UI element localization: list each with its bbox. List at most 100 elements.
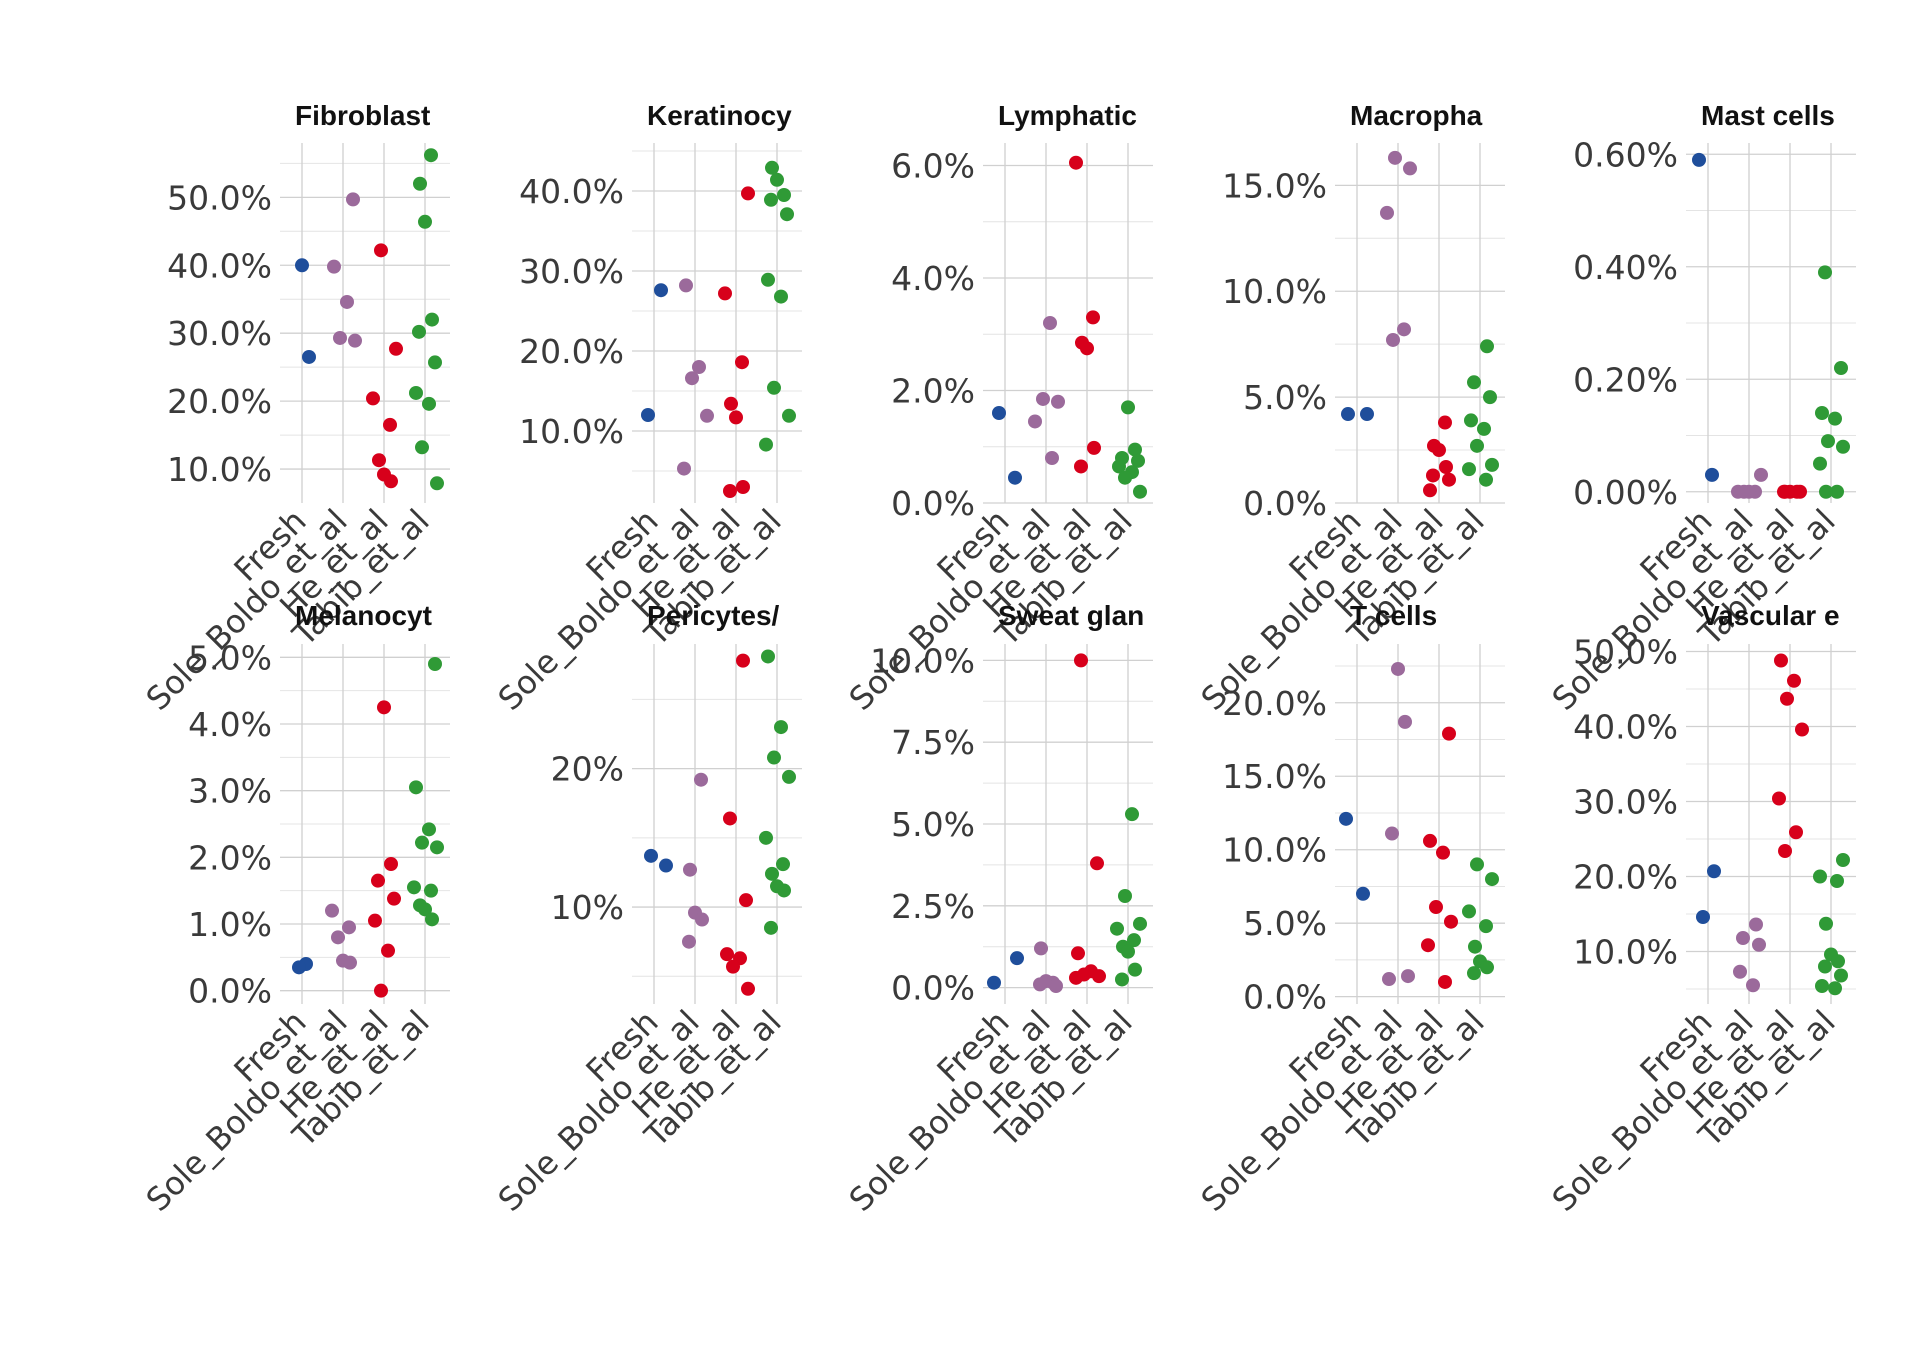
data-point-he-et-al: [1069, 970, 1083, 985]
data-point-he-et-al: [1074, 459, 1088, 474]
data-point-fresh: [292, 960, 306, 975]
data-point-he-et-al: [741, 981, 755, 996]
data-point-tabib-et-al: [780, 207, 794, 222]
panel-title: Fibroblast: [295, 100, 430, 131]
data-point-sole-boldo-et-al: [695, 912, 709, 927]
data-point-sole-boldo-et-al: [1388, 150, 1402, 165]
data-point-sole-boldo-et-al: [1045, 451, 1059, 465]
data-point-fresh: [644, 848, 658, 863]
y-tick-label: 40.0%: [167, 246, 272, 285]
y-tick-label: 10.0%: [1222, 831, 1327, 870]
data-point-he-et-al: [1439, 460, 1453, 474]
data-point-tabib-et-al: [1467, 966, 1481, 981]
data-point-he-et-al: [1438, 415, 1452, 430]
data-point-sole-boldo-et-al: [1385, 826, 1399, 841]
data-point-tabib-et-al: [1112, 459, 1126, 474]
data-point-he-et-al: [1080, 341, 1094, 356]
y-tick-label: 30.0%: [519, 252, 624, 291]
data-point-tabib-et-al: [1467, 375, 1481, 390]
data-point-fresh: [302, 349, 316, 364]
y-tick-label: 0.60%: [1573, 135, 1678, 174]
data-point-he-et-al: [384, 474, 398, 489]
panel-t-cells: 0.0%5.0%10.0%15.0%20.0%T cellsFreshSole_…: [1194, 600, 1505, 1219]
data-point-sole-boldo-et-al: [1033, 977, 1047, 992]
data-point-he-et-al: [1092, 969, 1106, 984]
data-point-tabib-et-al: [764, 192, 778, 207]
panel-title: Melanocyt: [295, 600, 432, 631]
data-point-tabib-et-al: [1836, 439, 1850, 454]
data-point-he-et-al: [1438, 974, 1452, 989]
points-group: [641, 160, 796, 498]
data-point-he-et-al: [1789, 825, 1803, 840]
data-point-tabib-et-al: [1462, 904, 1476, 919]
data-point-tabib-et-al: [1464, 413, 1478, 428]
y-tick-label: 4.0%: [891, 259, 975, 298]
y-tick-label: 10.0%: [519, 412, 624, 451]
data-point-he-et-al: [1444, 914, 1458, 929]
panel-title: Lymphatic: [998, 100, 1137, 131]
y-tick-label: 50.0%: [1573, 633, 1678, 672]
data-point-tabib-et-al: [759, 830, 773, 845]
points-group: [1339, 661, 1499, 989]
data-point-he-et-al: [387, 891, 401, 906]
data-point-sole-boldo-et-al: [331, 930, 345, 945]
data-point-tabib-et-al: [415, 835, 429, 850]
data-point-sole-boldo-et-al: [683, 862, 697, 877]
data-point-he-et-al: [1426, 468, 1440, 483]
data-point-tabib-et-al: [409, 385, 423, 400]
data-point-sole-boldo-et-al: [1752, 937, 1766, 952]
data-point-sole-boldo-et-al: [1398, 714, 1412, 729]
data-point-tabib-et-al: [407, 880, 421, 895]
data-point-tabib-et-al: [1118, 889, 1132, 903]
data-point-tabib-et-al: [1125, 807, 1139, 822]
data-point-tabib-et-al: [418, 214, 432, 229]
data-point-sole-boldo-et-al: [1749, 917, 1763, 932]
y-tick-label: 3.0%: [188, 772, 272, 811]
data-point-sole-boldo-et-al: [333, 330, 347, 345]
data-point-tabib-et-al: [782, 769, 796, 784]
data-point-tabib-et-al: [1121, 400, 1135, 415]
data-point-tabib-et-al: [1818, 265, 1832, 280]
y-tick-label: 5.0%: [188, 638, 272, 677]
y-tick-label: 10%: [551, 888, 624, 927]
data-point-tabib-et-al: [422, 822, 436, 837]
data-point-tabib-et-al: [415, 440, 429, 455]
data-point-tabib-et-al: [765, 866, 779, 881]
y-tick-label: 0.0%: [1243, 484, 1327, 523]
y-tick-label: 30.0%: [1573, 783, 1678, 822]
data-point-he-et-al: [1087, 440, 1101, 455]
data-point-he-et-al: [1774, 653, 1788, 668]
y-tick-label: 40.0%: [519, 172, 624, 211]
data-point-sole-boldo-et-al: [346, 192, 360, 207]
y-tick-label: 20.0%: [167, 382, 272, 421]
data-point-tabib-et-al: [1828, 981, 1842, 996]
data-point-fresh: [1339, 811, 1353, 826]
y-tick-label: 0.20%: [1573, 360, 1678, 399]
data-point-he-et-al: [371, 873, 385, 888]
y-tick-label: 10.0%: [870, 641, 975, 680]
data-point-sole-boldo-et-al: [1397, 322, 1411, 337]
data-point-tabib-et-al: [1819, 484, 1833, 499]
data-point-he-et-al: [1793, 484, 1807, 499]
data-point-sole-boldo-et-al: [340, 294, 354, 309]
y-tick-label: 5.0%: [891, 805, 975, 844]
data-point-tabib-et-al: [430, 476, 444, 491]
data-point-tabib-et-al: [424, 883, 438, 898]
data-point-tabib-et-al: [1470, 438, 1484, 453]
data-point-he-et-al: [1074, 653, 1088, 668]
data-point-sole-boldo-et-al: [1036, 391, 1050, 406]
data-point-fresh: [1360, 407, 1374, 422]
data-point-he-et-al: [723, 484, 737, 498]
data-point-sole-boldo-et-al: [694, 772, 708, 787]
data-point-sole-boldo-et-al: [1051, 394, 1065, 409]
y-tick-label: 15.0%: [1222, 166, 1327, 205]
panel-title: Sweat glan: [998, 600, 1144, 631]
data-point-tabib-et-al: [767, 380, 781, 395]
data-point-he-et-al: [1780, 691, 1794, 706]
data-point-tabib-et-al: [764, 920, 778, 935]
panel-title: Keratinocy: [647, 100, 792, 131]
data-point-he-et-al: [1787, 673, 1801, 688]
data-point-tabib-et-al: [1834, 361, 1848, 375]
data-point-tabib-et-al: [1818, 959, 1832, 974]
y-tick-label: 7.5%: [891, 723, 975, 762]
